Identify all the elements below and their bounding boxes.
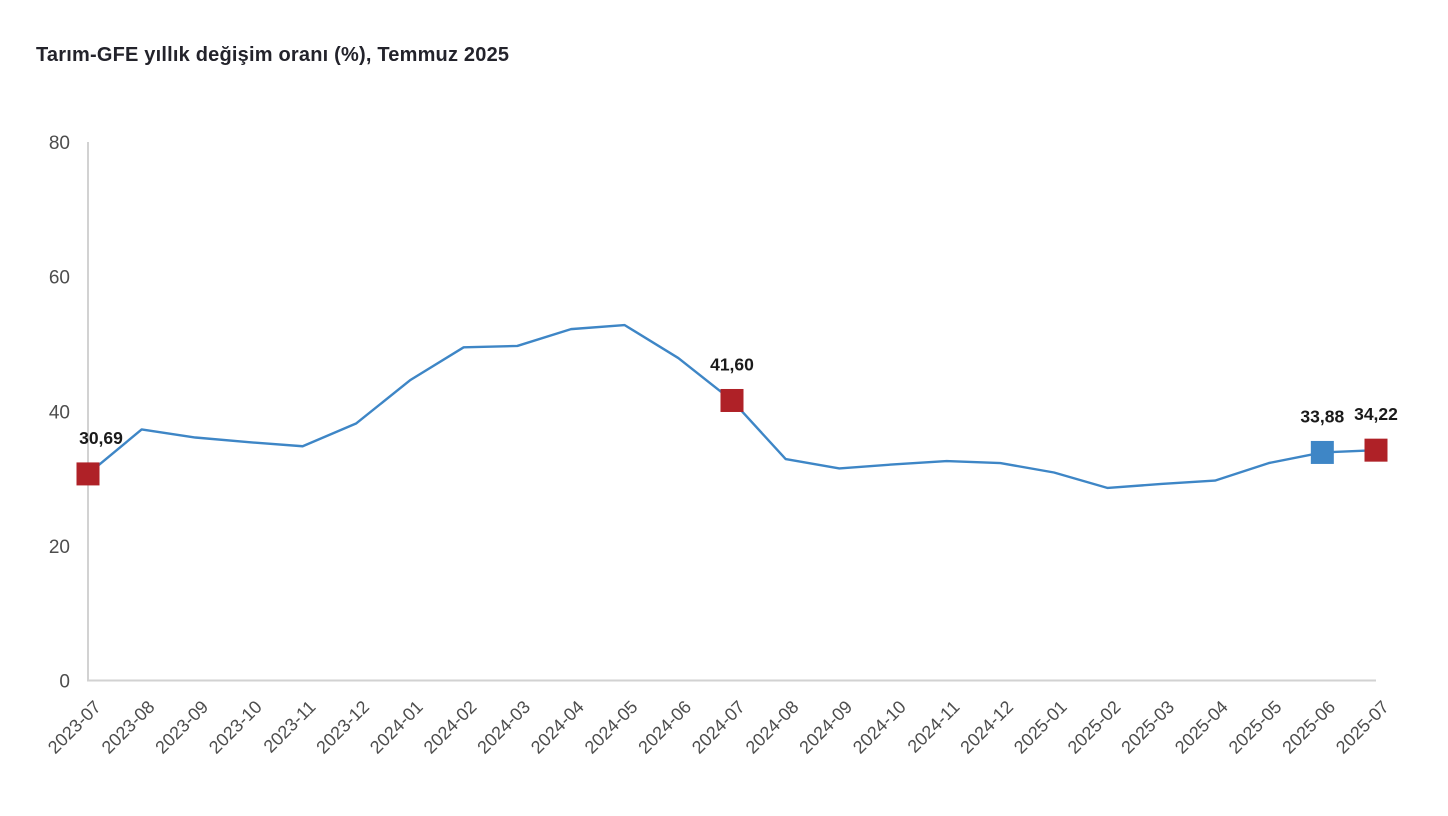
- highlight-marker: [76, 462, 100, 486]
- x-tick-label: 2024-10: [849, 697, 910, 758]
- value-label: 41,60: [710, 354, 754, 374]
- y-tick-label: 60: [49, 268, 70, 289]
- y-tick-label: 20: [49, 537, 70, 558]
- x-tick-label: 2024-05: [581, 697, 642, 758]
- x-tick-label: 2023-12: [312, 697, 373, 758]
- chart-title: Tarım-GFE yıllık değişim oranı (%), Temm…: [36, 44, 510, 66]
- value-label: 34,22: [1354, 404, 1398, 424]
- x-tick-label: 2023-10: [205, 697, 266, 758]
- y-tick-label: 80: [49, 133, 70, 154]
- x-tick-label: 2024-11: [904, 697, 964, 757]
- x-tick-label: 2023-11: [260, 697, 320, 757]
- value-label: 30,69: [79, 428, 123, 448]
- x-tick-label: 2024-06: [634, 697, 695, 758]
- x-tick-label: 2024-09: [795, 697, 856, 758]
- y-tick-label: 40: [49, 402, 70, 423]
- highlight-marker: [1364, 438, 1388, 462]
- x-tick-label: 2024-12: [956, 697, 1017, 758]
- highlight-marker: [720, 388, 744, 412]
- axis-lines: [87, 142, 1376, 682]
- x-tick-label: 2025-05: [1225, 697, 1286, 758]
- x-tick-label: 2024-04: [527, 697, 588, 758]
- x-tick-label: 2024-02: [420, 697, 481, 758]
- x-tick-label: 2024-01: [366, 697, 427, 758]
- x-tick-label: 2025-01: [1010, 697, 1071, 758]
- x-tick-label: 2024-07: [688, 697, 749, 758]
- x-tick-label: 2025-06: [1278, 697, 1339, 758]
- x-tick-label: 2024-03: [473, 697, 534, 758]
- value-label: 33,88: [1300, 406, 1344, 426]
- y-tick-label: 0: [59, 672, 70, 693]
- x-tick-label: 2023-08: [98, 697, 159, 758]
- x-tick-label: 2025-02: [1064, 697, 1125, 758]
- highlight-marker: [1310, 440, 1334, 464]
- x-tick-label: 2025-03: [1117, 697, 1178, 758]
- x-tick-label: 2025-07: [1332, 697, 1393, 758]
- x-tick-label: 2023-07: [44, 697, 105, 758]
- x-tick-label: 2025-04: [1171, 697, 1232, 758]
- x-tick-label: 2023-09: [151, 697, 212, 758]
- x-tick-label: 2024-08: [742, 697, 803, 758]
